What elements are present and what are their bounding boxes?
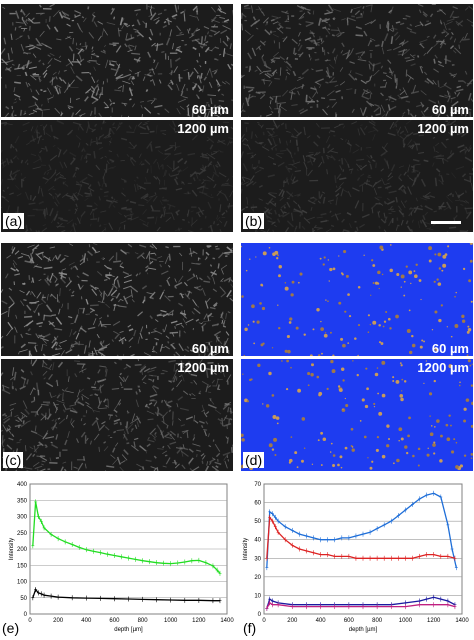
x-tick-label: 800: [372, 618, 383, 624]
panel-c-top-tile: [1, 243, 233, 363]
panel-a-letter: (a): [3, 213, 25, 229]
panel-c-bottom-tile: [1, 358, 233, 471]
panel-b: 60 µm 1200 µm (b): [241, 4, 473, 232]
y-axis-label: Intensity: [243, 538, 249, 560]
panel-b-bottom-tile: [241, 119, 473, 232]
x-axis-label: depth [µm]: [114, 627, 143, 633]
panel-c: 60 µm 1200 µm (c): [1, 243, 233, 471]
y-axis-label: Intensity: [9, 538, 15, 560]
x-tick-label: 400: [316, 618, 327, 624]
y-tick-label: 70: [254, 482, 261, 488]
y-tick-label: 20: [254, 575, 261, 581]
plot-area: [263, 483, 463, 615]
y-tick-label: 0: [24, 612, 28, 618]
panel-d-top-depth-label: 60 µm: [431, 341, 469, 356]
y-tick-label: 50: [20, 596, 27, 602]
y-tick-label: 100: [17, 580, 28, 586]
x-tick-label: 600: [344, 618, 355, 624]
panel-b-letter: (b): [243, 213, 265, 229]
y-tick-label: 150: [17, 563, 28, 569]
x-tick-label: 1200: [427, 618, 441, 624]
panel-b-top-depth-label: 60 µm: [431, 102, 469, 117]
x-tick-label: 1400: [455, 618, 469, 624]
y-tick-label: 50: [254, 519, 261, 525]
x-tick-label: 600: [109, 618, 120, 624]
panel-c-separator: [1, 357, 233, 359]
x-tick-label: 1400: [220, 618, 234, 624]
y-tick-label: 10: [254, 593, 261, 599]
panel-d-top-tile: [241, 243, 473, 358]
x-tick-label: 1200: [192, 618, 206, 624]
x-tick-label: 1000: [399, 618, 413, 624]
panel-a-separator: [1, 118, 233, 120]
x-tick-label: 200: [53, 618, 64, 624]
panel-d: 60 µm 1200 µm (d): [241, 243, 473, 471]
x-tick-label: 0: [262, 618, 266, 624]
panel-b-bottom-depth-label: 1200 µm: [417, 121, 469, 136]
panel-a-top-tile: [1, 4, 233, 122]
panel-d-separator: [241, 357, 473, 359]
scale-bar: [431, 221, 461, 224]
panel-d-letter: (d): [243, 452, 265, 468]
panel-b-top-tile: [241, 4, 473, 125]
series-line-1: [266, 515, 456, 559]
x-tick-label: 1000: [164, 618, 178, 624]
x-tick-label: 0: [28, 618, 32, 624]
panel-a-top-depth-label: 60 µm: [191, 102, 229, 117]
y-tick-label: 300: [17, 515, 28, 521]
panel-d-bottom-tile: [241, 359, 473, 471]
x-axis-label: depth [µm]: [349, 627, 378, 633]
y-tick-label: 0: [258, 612, 262, 618]
x-tick-label: 400: [81, 618, 92, 624]
y-tick-label: 400: [17, 482, 28, 488]
chart-f: 0 10 20 30 40 50 60 70 0 200 400 600 800 1000 1200 1400…: [243, 482, 469, 633]
panel-d-bottom-depth-label: 1200 µm: [417, 360, 469, 375]
chart-e-letter: (e): [2, 620, 20, 636]
chart-f-letter: (f): [243, 620, 257, 636]
panel-a-bottom-depth-label: 1200 µm: [177, 121, 229, 136]
panel-c-top-depth-label: 60 µm: [191, 341, 229, 356]
panel-b-separator: [241, 118, 473, 120]
y-tick-label: 30: [254, 556, 261, 562]
y-tick-label: 250: [17, 531, 28, 537]
x-tick-label: 200: [287, 618, 298, 624]
panel-a: 60 µm 1200 µm (a): [1, 4, 233, 232]
y-tick-label: 60: [254, 501, 261, 507]
y-tick-label: 350: [17, 498, 28, 504]
panel-a-bottom-tile: [1, 119, 233, 232]
panel-c-bottom-depth-label: 1200 µm: [177, 360, 229, 375]
chart-e: 0 50 100 150 200 250 300 350 400 0 200 400 600 800 100…: [9, 482, 234, 633]
panel-c-letter: (c): [3, 452, 24, 468]
y-tick-label: 200: [17, 547, 28, 553]
x-tick-label: 800: [138, 618, 149, 624]
y-tick-label: 40: [254, 538, 261, 544]
